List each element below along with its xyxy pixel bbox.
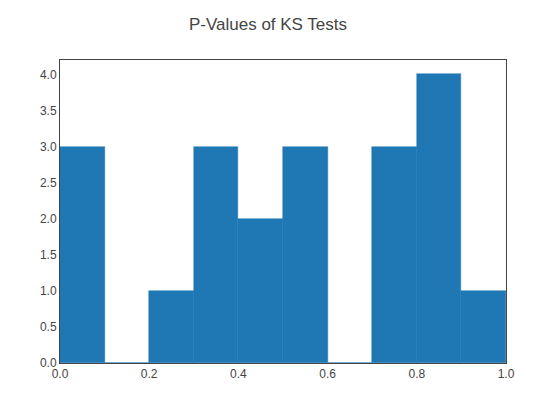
- svg-text:1.5: 1.5: [40, 248, 57, 262]
- svg-text:1.0: 1.0: [498, 367, 515, 381]
- svg-text:2.5: 2.5: [40, 176, 57, 190]
- svg-text:P-Values of KS Tests: P-Values of KS Tests: [189, 15, 347, 34]
- svg-text:0.0: 0.0: [52, 367, 69, 381]
- svg-text:4.0: 4.0: [40, 68, 57, 82]
- svg-text:3.0: 3.0: [40, 140, 57, 154]
- svg-text:3.5: 3.5: [40, 104, 57, 118]
- svg-text:0.2: 0.2: [141, 367, 158, 381]
- svg-text:0.0: 0.0: [40, 356, 57, 370]
- svg-text:0.4: 0.4: [230, 367, 247, 381]
- svg-text:0.6: 0.6: [319, 367, 336, 381]
- svg-text:0.8: 0.8: [408, 367, 425, 381]
- svg-text:1.0: 1.0: [40, 284, 57, 298]
- svg-text:2.0: 2.0: [40, 212, 57, 226]
- svg-text:0.5: 0.5: [40, 320, 57, 334]
